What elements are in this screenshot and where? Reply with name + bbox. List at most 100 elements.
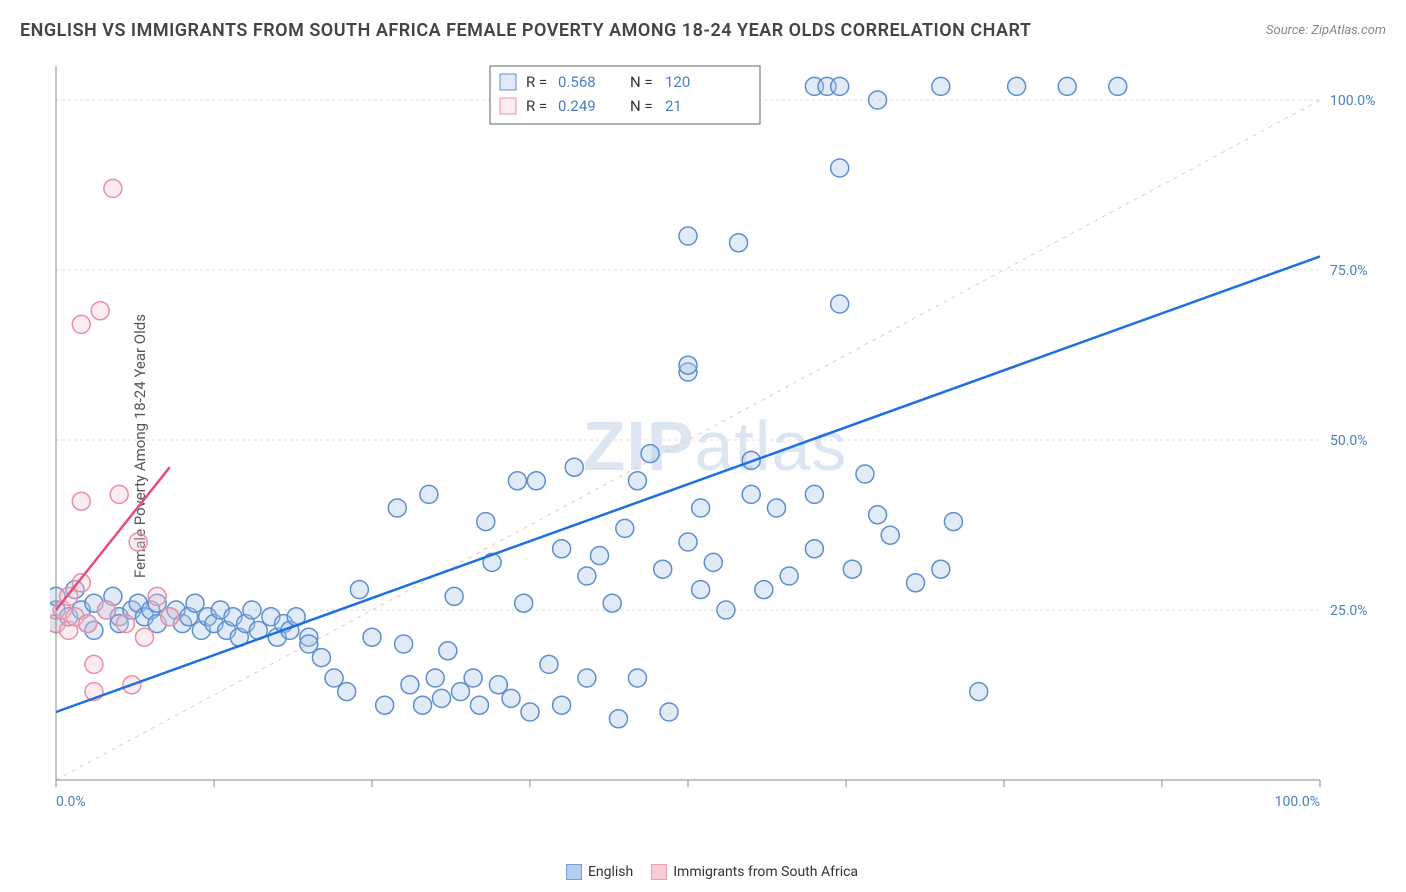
legend-swatch <box>500 98 516 114</box>
plot-area: 25.0%50.0%75.0%100.0% ZIPatlas 0.0%100.0… <box>50 60 1380 820</box>
data-point <box>856 465 874 483</box>
grid-layer: 25.0% 50.0% 75.0% 100.0% <box>56 93 1375 619</box>
data-point <box>1109 77 1127 95</box>
data-point <box>98 601 116 619</box>
trend-line <box>56 256 1320 712</box>
data-point <box>692 499 710 517</box>
legend-n-value: 21 <box>665 97 682 115</box>
data-point <box>609 710 627 728</box>
legend-n-value: 120 <box>665 73 690 91</box>
data-point <box>843 560 861 578</box>
data-point <box>388 499 406 517</box>
data-point <box>553 540 571 558</box>
data-point <box>521 703 539 721</box>
data-point <box>831 159 849 177</box>
data-point <box>805 485 823 503</box>
data-point <box>117 615 135 633</box>
legend-top: R =0.568N =120R =0.249N = 21 <box>490 66 760 124</box>
data-point <box>616 519 634 537</box>
data-point <box>540 655 558 673</box>
data-point <box>110 485 128 503</box>
x-axis-end-label: 100.0% <box>1275 794 1320 810</box>
y-tick-label: 25.0% <box>1330 603 1368 619</box>
data-point <box>628 472 646 490</box>
legend-n-label: N = <box>630 97 653 115</box>
data-point <box>363 628 381 646</box>
data-point <box>1008 77 1026 95</box>
data-point <box>755 581 773 599</box>
data-point <box>692 581 710 599</box>
correlation-chart: ENGLISH VS IMMIGRANTS FROM SOUTH AFRICA … <box>0 0 1406 892</box>
data-point <box>603 594 621 612</box>
data-point <box>72 492 90 510</box>
data-point <box>780 567 798 585</box>
data-point <box>91 302 109 320</box>
plot-svg: 25.0%50.0%75.0%100.0% ZIPatlas 0.0%100.0… <box>50 60 1380 820</box>
points-layer <box>50 77 1127 727</box>
data-point <box>72 315 90 333</box>
legend-label: Immigrants from South Africa <box>673 864 858 880</box>
legend-swatch <box>500 74 516 90</box>
data-point <box>704 553 722 571</box>
data-point <box>1058 77 1076 95</box>
data-point <box>338 683 356 701</box>
x-axis-start-label: 0.0% <box>56 794 86 810</box>
data-point <box>869 91 887 109</box>
data-point <box>104 179 122 197</box>
data-point <box>679 533 697 551</box>
y-tick-label: 75.0% <box>1330 263 1368 279</box>
data-point <box>660 703 678 721</box>
data-point <box>129 533 147 551</box>
legend-swatch <box>566 864 582 880</box>
data-point <box>932 560 950 578</box>
data-point <box>464 669 482 687</box>
legend-r-value: 0.568 <box>558 73 596 91</box>
legend-n-label: N = <box>630 73 653 91</box>
data-point <box>869 506 887 524</box>
data-point <box>641 445 659 463</box>
data-point <box>350 581 368 599</box>
data-point <box>553 696 571 714</box>
data-point <box>445 587 463 605</box>
data-point <box>477 513 495 531</box>
data-point <box>578 567 596 585</box>
chart-title: ENGLISH VS IMMIGRANTS FROM SOUTH AFRICA … <box>20 20 1031 41</box>
data-point <box>970 683 988 701</box>
data-point <box>135 628 153 646</box>
data-point <box>502 689 520 707</box>
data-point <box>161 608 179 626</box>
data-point <box>730 234 748 252</box>
data-point <box>470 696 488 714</box>
data-point <box>508 472 526 490</box>
legend-r-label: R = <box>526 97 547 115</box>
data-point <box>679 356 697 374</box>
data-point <box>591 547 609 565</box>
data-point <box>420 485 438 503</box>
y-tick-label: 100.0% <box>1330 93 1375 109</box>
data-point <box>148 587 166 605</box>
legend-swatch <box>651 864 667 880</box>
legend-r-value: 0.249 <box>558 97 596 115</box>
legend-bottom: EnglishImmigrants from South Africa <box>0 864 1406 880</box>
trend-layer <box>56 256 1320 712</box>
y-tick-label: 50.0% <box>1330 433 1368 449</box>
data-point <box>527 472 545 490</box>
data-point <box>433 689 451 707</box>
data-point <box>831 295 849 313</box>
data-point <box>679 227 697 245</box>
data-point <box>742 485 760 503</box>
axis-layer: 0.0% 100.0% <box>56 66 1320 810</box>
data-point <box>401 676 419 694</box>
data-point <box>907 574 925 592</box>
data-point <box>805 540 823 558</box>
data-point <box>717 601 735 619</box>
data-point <box>881 526 899 544</box>
source-label: Source: ZipAtlas.com <box>1266 23 1386 38</box>
data-point <box>932 77 950 95</box>
data-point <box>565 458 583 476</box>
data-point <box>243 601 261 619</box>
data-point <box>439 642 457 660</box>
title-row: ENGLISH VS IMMIGRANTS FROM SOUTH AFRICA … <box>20 20 1386 41</box>
data-point <box>85 655 103 673</box>
data-point <box>79 615 97 633</box>
